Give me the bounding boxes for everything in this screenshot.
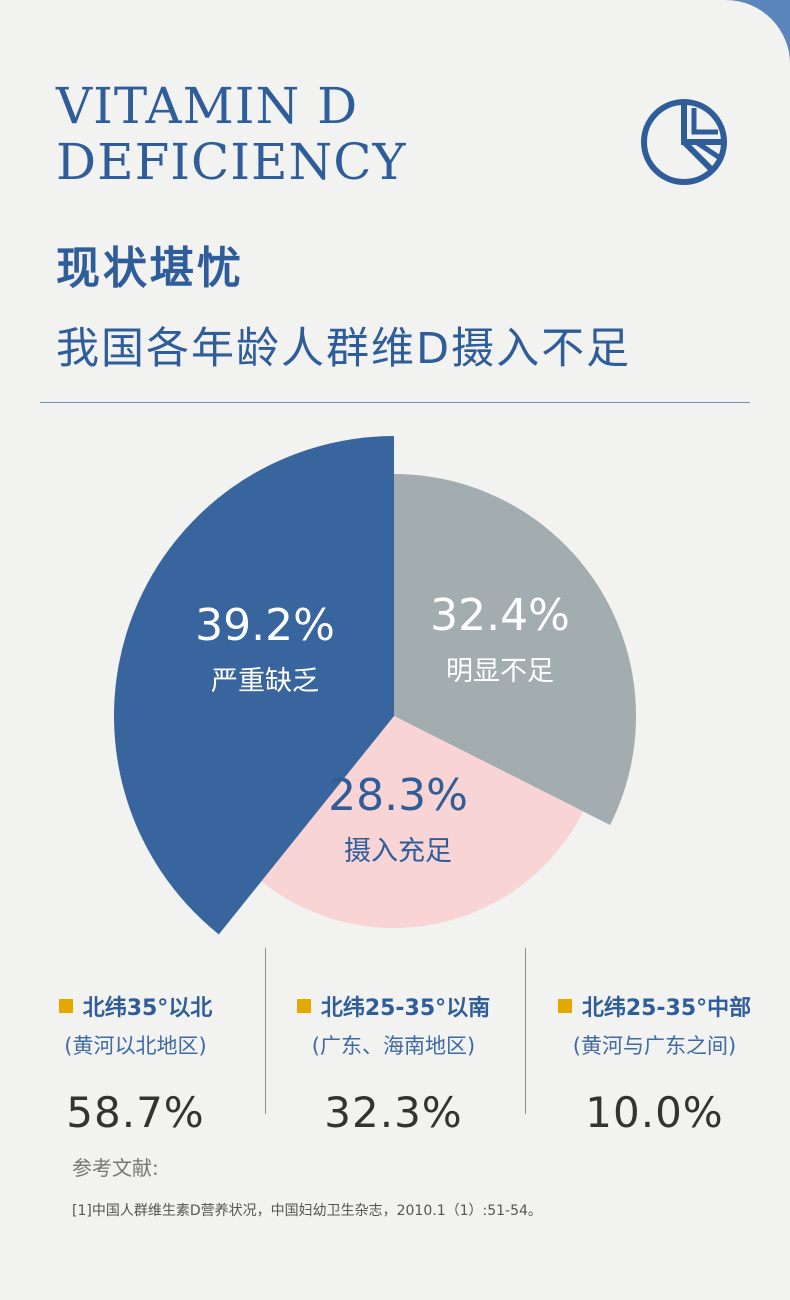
bullet-icon (296, 999, 311, 1013)
stat-region: (广东、海南地区) (311, 1034, 476, 1058)
slice-value-label: 28.3% (328, 770, 468, 821)
stat-name: 北纬25-35°中部 (581, 996, 752, 1021)
stat-south: 北纬25-35°以南 (广东、海南地区) 32.3% (266, 990, 521, 1137)
slice-category-label: 严重缺乏 (211, 666, 319, 697)
divider (40, 402, 750, 403)
slice-value-label: 39.2% (195, 600, 335, 651)
pie-chart: 32.4% 明显不足 28.3% 摄入充足 39.2% 严重缺乏 (114, 436, 636, 935)
title-line-1: VITAMIN D (56, 77, 359, 135)
stat-region: (黄河与广东之间) (572, 1034, 737, 1058)
stat-region: (黄河以北地区) (64, 1034, 207, 1058)
reference-text: [1]中国人群维生素D营养状况，中国妇幼卫生杂志，2010.1（1）:51-54… (72, 1203, 542, 1219)
reference-title: 参考文献: (72, 1156, 159, 1180)
bullet-icon (557, 999, 572, 1013)
stat-middle: 北纬25-35°中部 (黄河与广东之间) 10.0% (527, 990, 782, 1137)
subheading: 我国各年龄人群维D摄入不足 (56, 324, 632, 374)
stat-name: 北纬25-35°以南 (320, 996, 491, 1021)
pie-slice (261, 716, 584, 928)
slice-category-label: 摄入充足 (344, 836, 452, 867)
stat-value: 10.0% (585, 1088, 724, 1137)
column-divider (265, 948, 266, 1114)
bullet-icon (58, 999, 73, 1013)
slice-category-label: 明显不足 (446, 656, 554, 687)
stat-value: 32.3% (324, 1088, 463, 1137)
pie-slice (114, 436, 394, 935)
heading: 现状堪忧 (56, 243, 244, 294)
slice-value-label: 32.4% (430, 590, 570, 641)
stat-value: 58.7% (66, 1088, 205, 1137)
column-divider (525, 948, 526, 1114)
pie-chart-icon (641, 99, 727, 185)
stat-north: 北纬35°以北 (黄河以北地区) 58.7% (8, 990, 263, 1137)
title-english: VITAMIN D DEFICIENCY (56, 78, 407, 190)
title-line-2: DEFICIENCY (56, 133, 407, 191)
stat-name: 北纬35°以北 (82, 996, 213, 1021)
pie-slice (394, 474, 636, 825)
